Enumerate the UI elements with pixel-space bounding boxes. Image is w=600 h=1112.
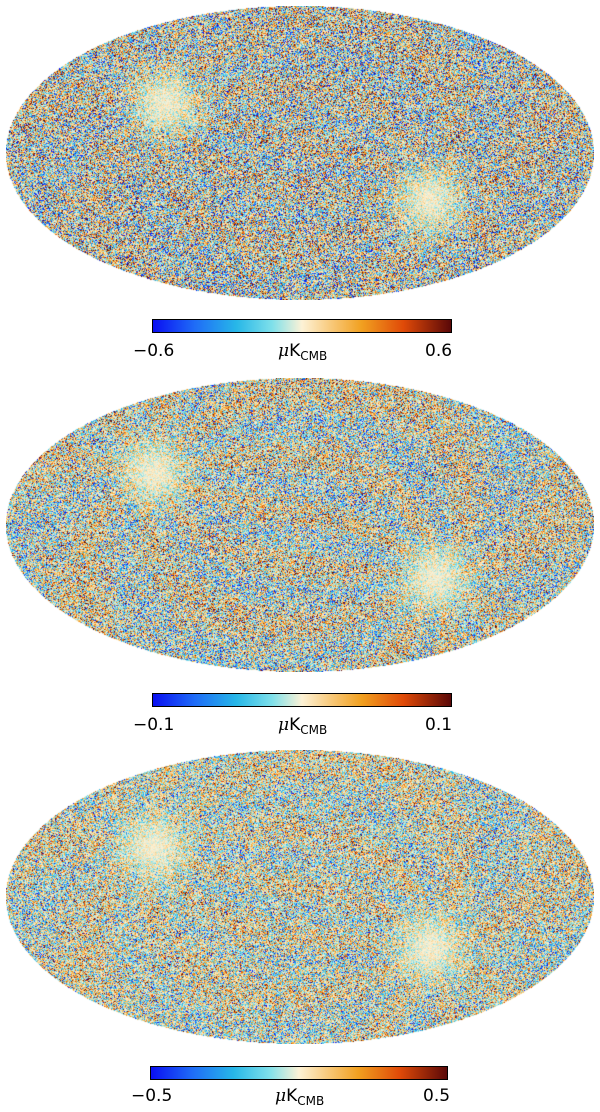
colorbar-min-label-2: −0.1 xyxy=(133,715,175,735)
unit-sub-3: CMB xyxy=(297,1094,325,1108)
colorbar-3 xyxy=(150,1066,448,1080)
mollweide-map-3 xyxy=(6,750,594,1044)
map-panel-2: −0.1 μKCMB 0.1 xyxy=(0,370,600,740)
colorbar-max-label-1: 0.6 xyxy=(425,341,453,361)
colorbar-unit-label-1: μKCMB xyxy=(278,341,328,363)
unit-base-2: K xyxy=(289,715,301,735)
unit-prefix-2: μ xyxy=(278,715,290,735)
colorbar-min-label-3: −0.5 xyxy=(131,1086,173,1106)
unit-base-1: K xyxy=(289,341,301,361)
colorbar-min-label-1: −0.6 xyxy=(133,341,175,361)
unit-prefix-1: μ xyxy=(278,341,290,361)
mollweide-map-1 xyxy=(6,6,594,300)
map-panel-3: −0.5 μKCMB 0.5 xyxy=(0,740,600,1112)
sky-map-canvas-2 xyxy=(6,378,594,672)
colorbar-2 xyxy=(152,693,452,707)
unit-sub-2: CMB xyxy=(300,723,328,737)
unit-sub-1: CMB xyxy=(300,349,328,363)
colorbar-max-label-3: 0.5 xyxy=(423,1086,451,1106)
colorbar-unit-label-3: μKCMB xyxy=(275,1086,325,1108)
map-panel-1: −0.6 μKCMB 0.6 xyxy=(0,0,600,370)
colorbar-1 xyxy=(152,319,452,333)
unit-prefix-3: μ xyxy=(275,1086,287,1106)
colorbar-unit-label-2: μKCMB xyxy=(278,715,328,737)
colorbar-max-label-2: 0.1 xyxy=(425,715,453,735)
sky-map-canvas-1 xyxy=(6,6,594,300)
unit-base-3: K xyxy=(286,1086,298,1106)
mollweide-map-2 xyxy=(6,378,594,672)
sky-map-canvas-3 xyxy=(6,750,594,1044)
